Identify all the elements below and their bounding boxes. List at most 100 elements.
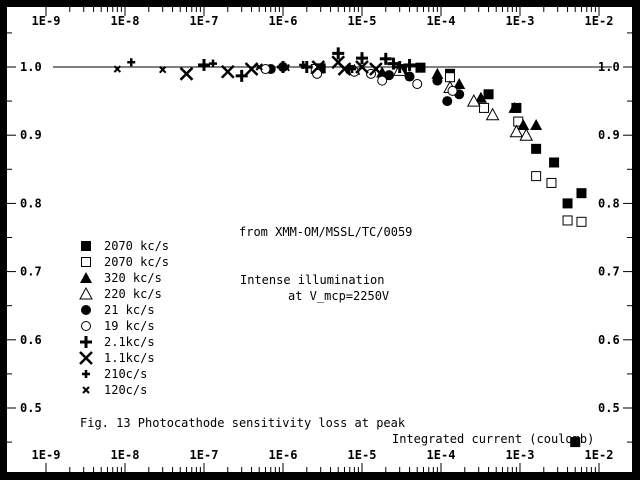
legend-label: 19 kc/s xyxy=(104,319,155,333)
data-point-filled-triangle xyxy=(431,67,444,79)
data-point-filled-square xyxy=(549,157,560,168)
legend-label: 2.1kc/s xyxy=(104,335,155,349)
data-point-x xyxy=(369,62,383,76)
data-point-filled-triangle xyxy=(508,101,521,113)
data-point-plus xyxy=(379,52,392,65)
data-point-filled-circle xyxy=(404,71,415,82)
legend-marker-small-x xyxy=(82,386,90,394)
data-point-plus xyxy=(387,57,400,70)
legend-marker-filled-circle xyxy=(81,305,91,315)
x-tick-label-bottom: 1E-8 xyxy=(111,448,140,462)
data-point-open-triangle xyxy=(519,128,534,141)
data-point-small-plus xyxy=(348,65,357,74)
data-point-filled-triangle xyxy=(530,118,543,130)
x-tick-label-bottom: 1E-4 xyxy=(427,448,456,462)
data-point-filled-square xyxy=(483,89,494,100)
data-point-x xyxy=(311,60,326,74)
data-point-small-plus xyxy=(299,60,308,69)
x-tick-label-bottom: 1E-9 xyxy=(32,448,61,462)
y-tick-label-right: 0.5 xyxy=(598,401,620,415)
data-point-x xyxy=(355,60,369,74)
data-point-small-x xyxy=(113,65,122,73)
chart-title: Fig. 13 Photocathode sensitivity loss at… xyxy=(80,416,406,430)
legend-label: 1.1kc/s xyxy=(104,351,155,365)
legend-marker-open-square xyxy=(81,257,91,267)
data-point-plus xyxy=(198,58,210,71)
data-point-plus xyxy=(403,58,416,71)
x-axis-label: Integrated current (coulomb) xyxy=(392,432,594,446)
legend-label: 2070 kc/s xyxy=(104,255,169,269)
source-annotation: from XMM-OM/MSSL/TC/0059 xyxy=(239,225,412,239)
data-point-filled-circle xyxy=(442,96,453,107)
x-tick-label-top: 1E-7 xyxy=(190,14,219,28)
y-tick-label-left: 0.5 xyxy=(20,401,42,415)
legend-label: 120c/s xyxy=(104,383,147,397)
x-tick-label-bottom: 1E-7 xyxy=(190,448,219,462)
data-point-open-triangle xyxy=(485,107,500,121)
data-point-filled-square xyxy=(415,62,426,73)
condition-annotation-line1: Intense illumination xyxy=(240,273,385,287)
data-point-filled-circle xyxy=(384,70,395,81)
x-tick-label-top: 1E-3 xyxy=(506,14,535,28)
legend-marker-small-plus xyxy=(82,370,90,378)
x-tick-label-bottom: 1E-3 xyxy=(506,448,535,462)
y-tick-label-right: 0.8 xyxy=(598,196,620,210)
y-tick-label-left: 0.9 xyxy=(20,128,42,142)
legend-label: 320 kc/s xyxy=(104,271,162,285)
x-tick-label-bottom: 1E-5 xyxy=(348,448,377,462)
x-tick-label-bottom: 1E-6 xyxy=(269,448,298,462)
data-point-small-x xyxy=(158,66,167,74)
x-tick-label-top: 1E-6 xyxy=(269,14,298,28)
data-point-plus xyxy=(356,52,368,65)
data-point-filled-square xyxy=(576,188,587,199)
x-tick-label-top: 1E-9 xyxy=(32,14,61,28)
data-point-small-x xyxy=(282,63,290,72)
y-tick-label-right: 0.9 xyxy=(598,128,620,142)
y-tick-label-left: 0.8 xyxy=(20,196,42,210)
legend-label: 220 kc/s xyxy=(104,287,162,301)
data-point-filled-triangle xyxy=(474,91,487,103)
legend-label: 21 kc/s xyxy=(104,303,155,317)
x-tick-label-top: 1E-5 xyxy=(348,14,377,28)
data-point-small-x xyxy=(255,63,263,71)
legend-marker-x xyxy=(79,351,93,365)
y-tick-label-left: 0.6 xyxy=(20,333,42,347)
y-tick-label-left: 1.0 xyxy=(20,60,42,74)
data-point-plus xyxy=(332,47,345,60)
data-point-small-plus xyxy=(209,59,218,68)
data-point-filled-circle xyxy=(432,75,443,86)
data-point-filled-triangle xyxy=(453,78,466,90)
condition-annotation-line2: at V_mcp=2250V xyxy=(288,289,389,303)
data-point-filled-square xyxy=(562,198,573,209)
data-point-open-triangle xyxy=(466,94,481,107)
y-tick-label-right: 0.6 xyxy=(598,333,620,347)
data-point-open-triangle xyxy=(509,124,524,138)
data-point-open-circle xyxy=(377,75,388,86)
plot-background xyxy=(7,7,632,472)
data-point-open-square xyxy=(546,177,557,188)
data-point-open-circle xyxy=(412,79,423,90)
data-point-plus xyxy=(393,61,406,73)
data-point-open-circle xyxy=(447,85,458,96)
data-point-open-square xyxy=(562,215,573,226)
legend-marker-open-circle xyxy=(81,321,91,331)
data-point-open-square xyxy=(576,216,587,227)
x-tick-label-top: 1E-2 xyxy=(585,14,614,28)
y-tick-label-right: 0.7 xyxy=(598,265,620,279)
legend-label: 210c/s xyxy=(104,367,147,381)
data-point-x xyxy=(337,62,352,76)
data-point-filled-triangle xyxy=(517,118,530,130)
x-tick-label-top: 1E-8 xyxy=(111,14,140,28)
data-point-small-plus xyxy=(127,58,136,67)
data-point-x xyxy=(244,62,259,76)
data-point-open-square xyxy=(478,102,489,113)
data-point-open-square xyxy=(531,171,542,182)
data-point-open-square xyxy=(445,72,456,83)
x-tick-label-bottom: 1E-2 xyxy=(585,448,614,462)
data-point-filled-square xyxy=(531,143,542,154)
x-tick-label-top: 1E-4 xyxy=(427,14,456,28)
data-point-x xyxy=(220,64,235,79)
legend-marker-open-triangle xyxy=(79,286,93,300)
data-point-x xyxy=(179,66,194,81)
